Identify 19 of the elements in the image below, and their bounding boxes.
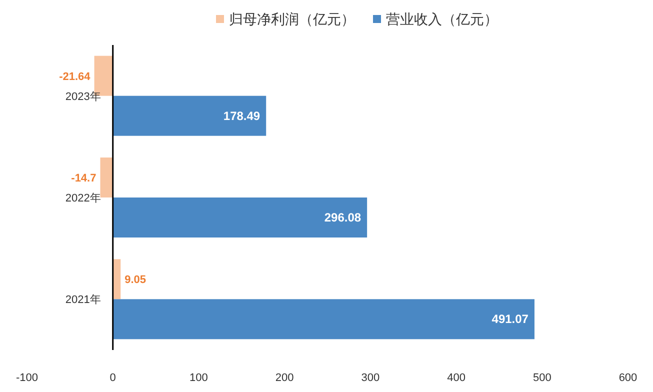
x-tick-label: 0	[110, 372, 116, 384]
x-tick-label: 400	[447, 372, 466, 384]
legend-label: 营业收入（亿元）	[386, 11, 498, 27]
data-label: 178.49	[223, 108, 260, 123]
x-tick-label: 500	[532, 372, 552, 384]
data-label: -21.64	[59, 70, 92, 83]
y-tick-label: 2023年	[65, 90, 101, 103]
y-tick-label: 2021年	[65, 294, 101, 306]
y-tick-label: 2022年	[65, 192, 101, 204]
x-tick-label: -100	[16, 372, 38, 384]
x-tick-label: 200	[275, 372, 294, 384]
data-label: -14.7	[71, 172, 96, 184]
data-label: 296.08	[324, 210, 362, 224]
data-label: 9.05	[124, 274, 146, 286]
x-tick-label: 600	[618, 372, 638, 384]
data-label: 491.07	[492, 312, 529, 326]
legend-label: 归母净利润（亿元）	[229, 11, 355, 27]
x-tick-label: 100	[190, 372, 208, 384]
x-tick-label: 300	[361, 372, 380, 384]
